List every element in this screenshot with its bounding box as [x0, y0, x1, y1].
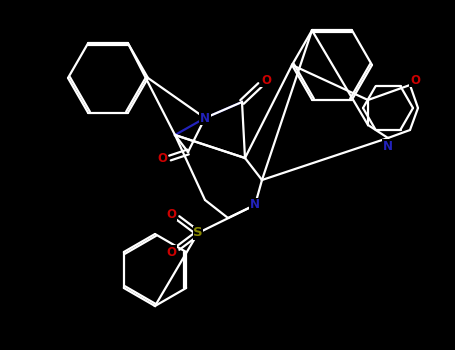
Text: O: O: [166, 245, 176, 259]
Text: O: O: [157, 152, 167, 164]
Text: S: S: [193, 226, 203, 239]
Text: N: N: [200, 112, 210, 125]
Text: O: O: [166, 208, 176, 220]
Text: N: N: [250, 198, 260, 211]
Text: N: N: [383, 140, 393, 153]
Text: O: O: [410, 74, 420, 86]
Text: O: O: [261, 74, 271, 86]
